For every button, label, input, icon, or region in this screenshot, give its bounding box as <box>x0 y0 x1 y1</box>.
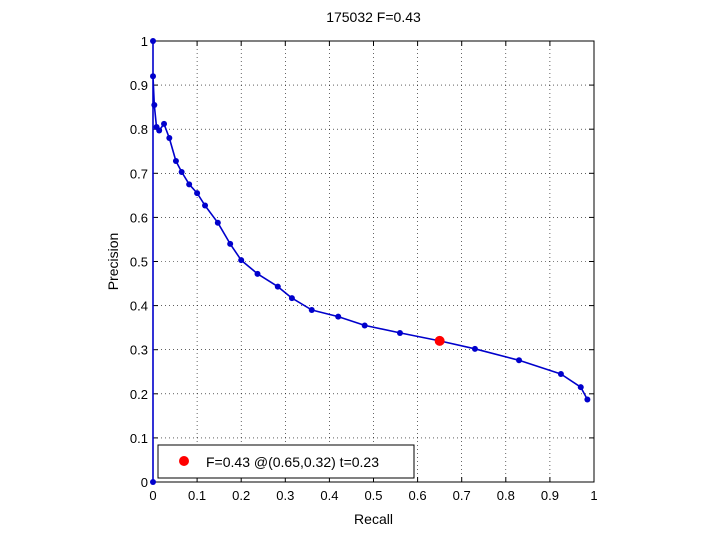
y-tick-label: 0.9 <box>130 78 148 93</box>
x-tick-label: 0.9 <box>541 488 559 503</box>
legend-label: F=0.43 @(0.65,0.32) t=0.23 <box>206 454 379 470</box>
data-point <box>238 257 245 264</box>
y-tick-label: 0.2 <box>130 387 148 402</box>
data-point <box>335 313 342 320</box>
data-point <box>227 240 234 247</box>
y-axis-label: Precision <box>105 233 121 291</box>
data-point <box>178 168 185 175</box>
data-point <box>150 479 156 485</box>
data-point <box>166 135 173 142</box>
series <box>150 38 591 485</box>
legend-marker <box>179 456 189 466</box>
x-tick-label: 0.7 <box>453 488 471 503</box>
data-point <box>161 120 168 127</box>
data-point <box>150 38 156 44</box>
x-tick-label: 0.3 <box>276 488 294 503</box>
data-point <box>194 190 201 197</box>
y-tick-label: 0.7 <box>130 166 148 181</box>
data-point <box>150 73 156 80</box>
y-tick-label: 0.3 <box>130 343 148 358</box>
y-tick-label: 0.5 <box>130 255 148 270</box>
data-point <box>584 396 591 403</box>
y-tick-label: 0.1 <box>130 431 148 446</box>
data-point <box>254 270 261 277</box>
data-point <box>274 283 281 290</box>
y-tick-label: 1 <box>141 34 148 49</box>
legend: F=0.43 @(0.65,0.32) t=0.23 <box>157 444 415 479</box>
grid <box>153 41 594 482</box>
data-point <box>577 384 584 391</box>
data-point <box>361 322 368 329</box>
data-point <box>471 345 478 352</box>
series-line <box>152 40 589 482</box>
data-point <box>202 202 209 209</box>
x-tick-label: 0.8 <box>497 488 515 503</box>
legend-box <box>157 444 415 479</box>
data-point <box>557 370 564 377</box>
x-tick-label: 0.4 <box>320 488 338 503</box>
x-tick-label: 0.1 <box>188 488 206 503</box>
y-tick-label: 0.8 <box>130 122 148 137</box>
best-f-point <box>434 335 445 346</box>
x-tick-label: 0.5 <box>364 488 382 503</box>
data-point <box>156 127 163 134</box>
data-point <box>308 307 315 314</box>
data-point <box>396 329 403 336</box>
ticks: 0 0.1 0.2 0.3 0.4 0.5 0.6 0.7 0.8 0.9 1 0 0.1 0.2 0.3 0… <box>130 34 598 503</box>
x-axis-label: Recall <box>354 511 393 527</box>
chart-title: 175032 F=0.43 <box>326 9 421 25</box>
data-point <box>516 357 523 364</box>
y-tick-label: 0.6 <box>130 210 148 225</box>
y-tick-label: 0 <box>141 475 148 490</box>
x-tick-label: 0.2 <box>232 488 250 503</box>
data-point <box>172 157 179 164</box>
data-point <box>214 219 221 226</box>
x-tick-label: 1 <box>590 488 597 503</box>
x-tick-label: 0.6 <box>409 488 427 503</box>
data-point <box>288 295 295 302</box>
y-tick-label: 0.4 <box>130 299 148 314</box>
x-tick-label: 0 <box>149 488 156 503</box>
data-point <box>186 181 193 188</box>
data-point <box>151 101 158 108</box>
